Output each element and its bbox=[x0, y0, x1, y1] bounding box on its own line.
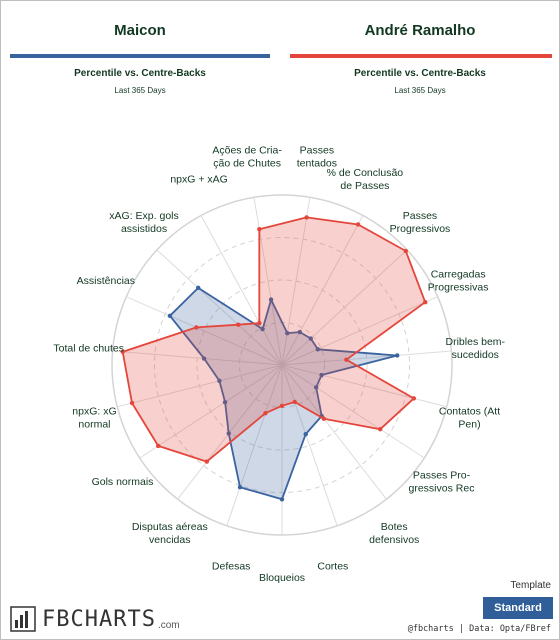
point-andre-ramalho-0 bbox=[257, 320, 262, 326]
left-player-subtitle: Percentile vs. Centre-Backs bbox=[74, 68, 206, 79]
metric-label-8: Passes Pro-gressivos Rec bbox=[409, 469, 475, 494]
spoke-8 bbox=[281, 364, 425, 459]
point-andre-ramalho-7 bbox=[411, 396, 417, 401]
spoke-7 bbox=[281, 364, 447, 408]
spoke-1 bbox=[253, 197, 283, 366]
metric-label-7: Contatos (Att Pen) bbox=[439, 406, 500, 431]
metric-label-16: Total de chutes bbox=[53, 342, 124, 354]
right-player-name: André Ramalho bbox=[364, 22, 476, 39]
point-maicon-8 bbox=[313, 385, 319, 390]
point-maicon-12 bbox=[237, 484, 243, 490]
point-andre-ramalho-6 bbox=[344, 357, 349, 362]
point-andre-ramalho-16 bbox=[120, 349, 125, 355]
point-maicon-6 bbox=[395, 353, 400, 358]
left-player-bar bbox=[10, 54, 270, 58]
metric-label-17: Assistências bbox=[77, 275, 135, 287]
point-andre-ramalho-15 bbox=[129, 400, 135, 406]
template-standard-button[interactable]: Standard bbox=[483, 597, 553, 619]
point-andre-ramalho-2 bbox=[304, 215, 309, 220]
spoke-5 bbox=[281, 296, 438, 366]
point-maicon-16 bbox=[201, 356, 207, 361]
metric-label-10: Cortes bbox=[317, 561, 348, 573]
point-maicon-7 bbox=[319, 372, 324, 378]
point-andre-ramalho-11 bbox=[279, 403, 285, 408]
metric-label-14: Gols normais bbox=[92, 476, 154, 488]
metric-label-13: Disputas aéreas vencidas bbox=[132, 521, 208, 546]
point-andre-ramalho-13 bbox=[204, 459, 210, 464]
point-maicon-3 bbox=[297, 329, 303, 335]
point-maicon-14 bbox=[222, 399, 228, 405]
metric-label-5: Carregadas Progressivas bbox=[428, 268, 489, 293]
point-maicon-13 bbox=[226, 431, 231, 436]
right-player-period: Last 365 Days bbox=[394, 86, 446, 95]
spoke-16 bbox=[112, 350, 283, 366]
point-maicon-0 bbox=[260, 326, 265, 332]
spoke-18 bbox=[156, 249, 283, 366]
point-andre-ramalho-4 bbox=[403, 248, 409, 254]
point-maicon-4 bbox=[308, 336, 313, 341]
right-player-subtitle: Percentile vs. Centre-Backs bbox=[354, 68, 486, 79]
spoke-2 bbox=[281, 197, 311, 366]
metric-label-12: Defesas bbox=[212, 561, 251, 573]
data-credit: @fbcharts | Data: Opta/FBref bbox=[407, 624, 551, 634]
point-maicon-10 bbox=[303, 431, 308, 437]
point-andre-ramalho-12 bbox=[263, 411, 268, 416]
point-andre-ramalho-1 bbox=[257, 226, 262, 232]
spoke-3 bbox=[281, 215, 364, 366]
fbcharts-logo-icon bbox=[10, 606, 36, 632]
spoke-9 bbox=[281, 364, 387, 500]
logo-suffix: .com bbox=[157, 619, 180, 631]
spoke-15 bbox=[117, 364, 283, 408]
point-andre-ramalho-5 bbox=[423, 299, 428, 305]
fbcharts-logo: FBCHARTS .com bbox=[10, 604, 180, 634]
right-player-bar bbox=[290, 54, 552, 58]
metric-label-1: Ações de Cria-ção de Chutes bbox=[212, 144, 282, 169]
metric-label-4: Passes Progressivos bbox=[390, 210, 451, 235]
point-andre-ramalho-18 bbox=[236, 322, 241, 327]
spoke-6 bbox=[281, 350, 452, 366]
metric-label-15: npxG: xG normal bbox=[72, 406, 116, 431]
point-andre-ramalho-10 bbox=[292, 399, 297, 405]
series-andre-ramalho-area bbox=[121, 216, 427, 463]
point-maicon-5 bbox=[315, 347, 321, 352]
metric-label-3: % de Conclusão de Passes bbox=[327, 167, 404, 192]
spoke-4 bbox=[281, 249, 408, 366]
point-maicon-2 bbox=[285, 330, 290, 336]
point-maicon-11 bbox=[279, 497, 285, 502]
metric-label-18: xAG: Exp. gols assistidos bbox=[109, 210, 178, 235]
template-label: Template bbox=[510, 580, 551, 591]
metric-label-9: Botes defensivos bbox=[369, 521, 419, 546]
spoke-0 bbox=[200, 215, 283, 366]
metric-label-2: Passes tentados bbox=[297, 144, 337, 169]
left-player-name: Maicon bbox=[114, 22, 166, 39]
point-andre-ramalho-3 bbox=[355, 222, 361, 227]
spoke-14 bbox=[139, 364, 283, 459]
point-maicon-18 bbox=[196, 285, 201, 291]
metric-label-11: Bloqueios bbox=[259, 572, 305, 584]
left-player-period: Last 365 Days bbox=[114, 86, 166, 95]
point-maicon-17 bbox=[167, 313, 173, 319]
spoke-17 bbox=[126, 296, 283, 366]
grid-ring-2 bbox=[196, 279, 368, 451]
point-andre-ramalho-14 bbox=[155, 443, 161, 449]
point-maicon-1 bbox=[268, 297, 274, 302]
point-andre-ramalho-8 bbox=[377, 426, 383, 432]
spoke-12 bbox=[226, 364, 283, 526]
point-andre-ramalho-17 bbox=[194, 325, 199, 330]
spoke-10 bbox=[281, 364, 338, 526]
point-andre-ramalho-9 bbox=[321, 416, 326, 421]
metric-label-6: Dribles bem-sucedidos bbox=[446, 336, 506, 361]
metric-label-0: npxG + xAG bbox=[170, 174, 227, 186]
logo-text: FBCHARTS bbox=[42, 606, 156, 632]
point-maicon-15 bbox=[217, 378, 222, 384]
